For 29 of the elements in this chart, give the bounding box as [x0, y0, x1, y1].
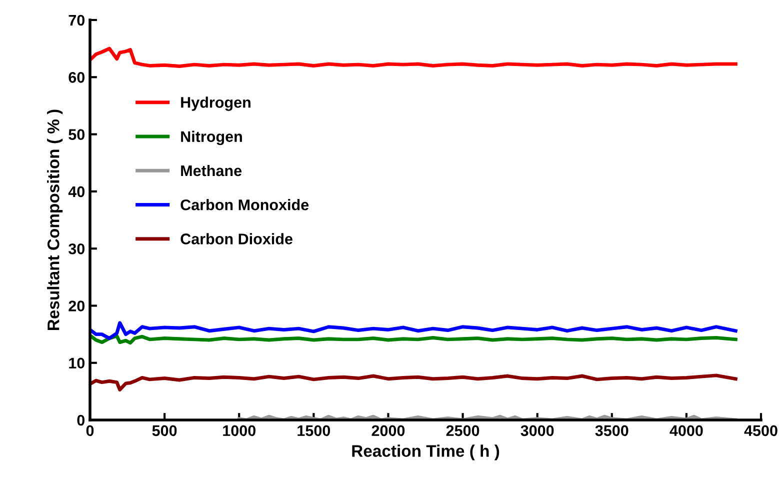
x-tick-label: 2000 [372, 425, 405, 436]
y-tick-label: 20 [68, 300, 85, 312]
legend-label: Nitrogen [181, 130, 242, 146]
line-series [90, 321, 738, 340]
line-series [90, 46, 738, 68]
y-tick-label: 10 [69, 358, 85, 369]
x-tick-label: 500 [152, 425, 177, 436]
legend-label: Methane [181, 164, 242, 176]
line-series [90, 334, 738, 345]
x-tick-label: 3000 [520, 425, 554, 436]
y-axis-title: Resultant Composition ( % ) [47, 110, 63, 330]
x-tick-label: 4000 [670, 425, 703, 436]
x-axis-title: Reaction Time ( h ) [352, 444, 500, 460]
legend-label: Carbon Dioxide [180, 233, 292, 244]
y-tick-label: 60 [68, 72, 85, 83]
legend-label: Carbon Monoxide [180, 199, 309, 210]
x-tick-label: 1500 [298, 425, 330, 436]
x-tick-label: 3500 [595, 425, 628, 436]
y-tick-label: 50 [68, 129, 85, 140]
y-tick-label: 30 [68, 243, 85, 254]
x-tick-label: 1000 [223, 425, 256, 436]
x-tick-label: 0 [86, 425, 94, 436]
y-tick-label: 0 [77, 414, 85, 426]
y-tick-label: 40 [68, 186, 85, 198]
x-tick-label: 2500 [446, 425, 480, 436]
y-tick-label: 70 [68, 14, 85, 26]
line-series [90, 374, 738, 392]
x-tick-label: 4500 [744, 425, 778, 436]
legend-label: Hydrogen [181, 96, 250, 111]
